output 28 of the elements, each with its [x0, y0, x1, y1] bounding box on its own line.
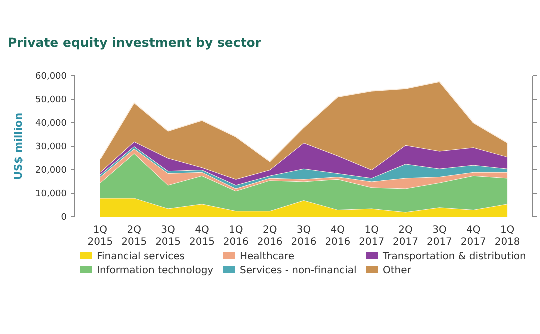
x-tick-label: 3Q 2017	[426, 225, 452, 248]
x-tick-label: 3Q 2015	[156, 225, 182, 248]
x-tick-label: 2Q 2016	[257, 225, 283, 248]
x-tick-label: 1Q 2018	[494, 225, 520, 248]
chart-title: Private equity investment by sector	[8, 35, 262, 50]
y-tick-label: 10,000	[36, 190, 68, 200]
x-tick-label: 4Q 2017	[460, 225, 486, 248]
x-tick-label: 3Q 2016	[291, 225, 317, 248]
x-tick-label: 4Q 2016	[325, 225, 351, 248]
y-tick-label: 60,000	[36, 72, 68, 82]
x-tick-label: 4Q 2015	[189, 225, 215, 248]
x-tick-label: 1Q 2017	[359, 225, 385, 248]
y-tick-label: 20,000	[36, 166, 68, 176]
y-tick-label: 30,000	[36, 142, 68, 153]
legend-label: Information technology	[97, 266, 214, 276]
x-tick-label: 1Q 2015	[88, 225, 114, 248]
y-tick-label: 50,000	[36, 96, 68, 106]
legend-label: Services - non-financial	[240, 266, 357, 276]
x-tick-label: 1Q 2016	[223, 225, 249, 248]
legend-label: Other	[383, 266, 412, 276]
y-tick-label: 40,000	[36, 119, 68, 130]
y-axis-title: US$ million	[13, 112, 25, 180]
legend-label: Transportation & distribution	[382, 252, 526, 262]
legend-label: Financial services	[97, 252, 185, 262]
x-tick-label: 2Q 2015	[122, 225, 148, 248]
y-tick-label: 0	[61, 213, 68, 224]
x-tick-label: 2Q 2017	[393, 225, 419, 248]
legend-label: Healthcare	[240, 252, 295, 262]
